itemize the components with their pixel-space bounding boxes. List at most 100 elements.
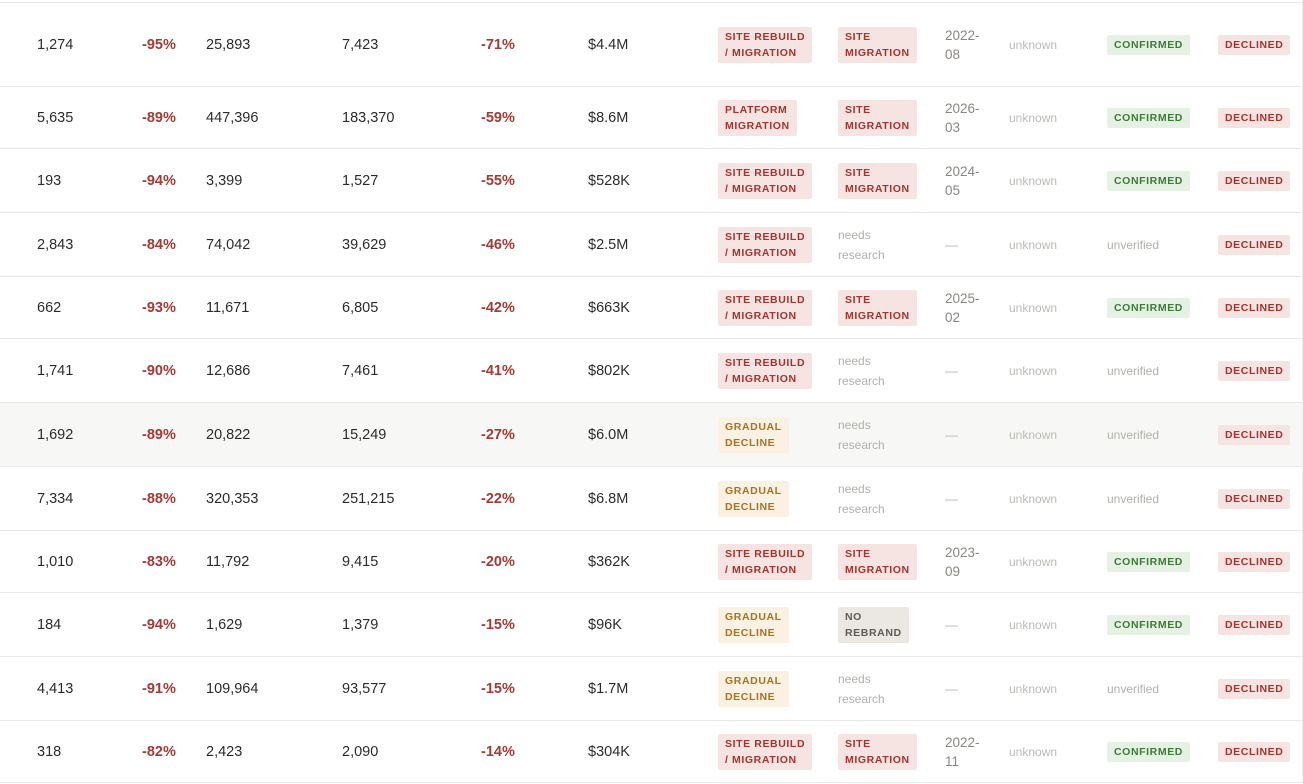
- delta-percent-cell: -15%: [481, 680, 515, 697]
- table-row[interactable]: 1,010 -83% 11,792 9,415 -20% $362K SITE REBUIL…: [0, 531, 1302, 593]
- status-unverified-text: unverified: [1107, 237, 1160, 252]
- metric-before-cell: 318: [37, 743, 62, 760]
- cause-badge: SITE REBUILD / MIGRATION: [718, 226, 813, 263]
- table-top-border: [0, 0, 1302, 3]
- change-percent-cell: -89%: [142, 109, 176, 126]
- metric-before-cell: 4,413: [37, 680, 74, 697]
- date-cell: 2022- 08: [945, 27, 980, 62]
- cause-badge: PLATFORM MIGRATION: [718, 99, 797, 136]
- table-row[interactable]: 5,635 -89% 447,396 183,370 -59% $8.6M PLATFORM…: [0, 87, 1302, 149]
- source-cell: unknown: [1009, 427, 1058, 442]
- table-row[interactable]: 7,334 -88% 320,353 251,215 -22% $6.8M GRADUAL …: [0, 467, 1302, 531]
- change-percent-cell: -90%: [142, 362, 176, 379]
- metric-before-cell: 1,010: [37, 553, 74, 570]
- cause-badge: SITE REBUILD / MIGRATION: [718, 162, 813, 199]
- metric-current-cell: 9,415: [342, 553, 379, 570]
- delta-percent-cell: -15%: [481, 616, 515, 633]
- cause-badge: GRADUAL DECLINE: [718, 416, 789, 453]
- table-row[interactable]: 184 -94% 1,629 1,379 -15% $96K GRADUAL DECLINE…: [0, 593, 1302, 657]
- event-note: needs research: [838, 671, 885, 706]
- source-cell: unknown: [1009, 237, 1058, 252]
- table-row[interactable]: 318 -82% 2,423 2,090 -14% $304K SITE REBUILD /…: [0, 721, 1302, 783]
- metric-current-cell: 39,629: [342, 236, 387, 253]
- cause-badge: SITE REBUILD / MIGRATION: [718, 26, 813, 63]
- table-row[interactable]: 1,692 -89% 20,822 15,249 -27% $6.0M GRADUAL DE…: [0, 403, 1302, 467]
- cause-badge: SITE REBUILD / MIGRATION: [718, 352, 813, 389]
- cause-badge: SITE REBUILD / MIGRATION: [718, 289, 813, 326]
- verdict-declined-badge: DECLINED: [1218, 424, 1291, 445]
- delta-percent-cell: -71%: [481, 36, 515, 53]
- status-confirmed-badge: CONFIRMED: [1107, 551, 1190, 572]
- value-usd-cell: $8.6M: [588, 109, 629, 126]
- change-percent-cell: -82%: [142, 743, 176, 760]
- delta-percent-cell: -14%: [481, 743, 515, 760]
- date-cell: 2025- 02: [945, 290, 980, 325]
- metric-current-cell: 93,577: [342, 680, 387, 697]
- event-badge: SITE MIGRATION: [838, 289, 917, 326]
- event-note: needs research: [838, 227, 885, 262]
- value-usd-cell: $4.4M: [588, 36, 629, 53]
- metric-current-cell: 1,379: [342, 616, 379, 633]
- status-confirmed-badge: CONFIRMED: [1107, 297, 1190, 318]
- value-usd-cell: $1.7M: [588, 680, 629, 697]
- metric-before-cell: 1,274: [37, 36, 74, 53]
- table-row[interactable]: 2,843 -84% 74,042 39,629 -46% $2.5M SITE REBUI…: [0, 213, 1302, 277]
- delta-percent-cell: -42%: [481, 299, 515, 316]
- metric-before-cell: 7,334: [37, 490, 74, 507]
- table-row[interactable]: 4,413 -91% 109,964 93,577 -15% $1.7M GRADUAL D…: [0, 657, 1302, 721]
- metric-peak-cell: 25,893: [206, 36, 251, 53]
- metric-peak-cell: 11,792: [206, 553, 250, 570]
- date-empty-cell: —: [945, 681, 958, 696]
- verdict-declined-badge: DECLINED: [1218, 741, 1291, 762]
- date-cell: 2022- 11: [945, 734, 980, 769]
- date-empty-cell: —: [945, 491, 958, 506]
- table-row[interactable]: 662 -93% 11,671 6,805 -42% $663K SITE REBUILD …: [0, 277, 1302, 339]
- metric-before-cell: 662: [37, 299, 62, 316]
- change-percent-cell: -88%: [142, 490, 176, 507]
- verdict-declined-badge: DECLINED: [1218, 488, 1291, 509]
- value-usd-cell: $362K: [588, 553, 630, 570]
- verdict-declined-badge: DECLINED: [1218, 234, 1291, 255]
- source-cell: unknown: [1009, 681, 1058, 696]
- source-cell: unknown: [1009, 617, 1058, 632]
- value-usd-cell: $663K: [588, 299, 630, 316]
- event-note: needs research: [838, 481, 885, 516]
- metric-before-cell: 1,741: [37, 362, 74, 379]
- change-percent-cell: -83%: [142, 553, 176, 570]
- value-usd-cell: $6.0M: [588, 426, 629, 443]
- cause-badge: GRADUAL DECLINE: [718, 606, 789, 643]
- change-percent-cell: -89%: [142, 426, 176, 443]
- metric-peak-cell: 2,423: [206, 743, 243, 760]
- status-unverified-text: unverified: [1107, 681, 1160, 696]
- change-percent-cell: -95%: [142, 36, 176, 53]
- verdict-declined-badge: DECLINED: [1218, 360, 1291, 381]
- source-cell: unknown: [1009, 554, 1058, 569]
- status-unverified-text: unverified: [1107, 491, 1160, 506]
- verdict-declined-badge: DECLINED: [1218, 297, 1291, 318]
- table-row[interactable]: 1,274 -95% 25,893 7,423 -71% $4.4M SITE REBUIL…: [0, 3, 1302, 87]
- cause-badge: SITE REBUILD / MIGRATION: [718, 733, 813, 770]
- value-usd-cell: $304K: [588, 743, 630, 760]
- metric-current-cell: 7,423: [342, 36, 379, 53]
- status-unverified-text: unverified: [1107, 363, 1160, 378]
- status-confirmed-badge: CONFIRMED: [1107, 614, 1190, 635]
- metric-before-cell: 193: [37, 172, 62, 189]
- verdict-declined-badge: DECLINED: [1218, 170, 1291, 191]
- verdict-declined-badge: DECLINED: [1218, 551, 1291, 572]
- status-confirmed-badge: CONFIRMED: [1107, 170, 1190, 191]
- date-cell: 2024- 05: [945, 163, 980, 198]
- date-empty-cell: —: [945, 427, 958, 442]
- source-cell: unknown: [1009, 300, 1058, 315]
- event-badge: NO REBRAND: [838, 606, 909, 643]
- table-row[interactable]: 1,741 -90% 12,686 7,461 -41% $802K SITE REBUIL…: [0, 339, 1302, 403]
- event-note: needs research: [838, 353, 885, 388]
- metric-peak-cell: 20,822: [206, 426, 251, 443]
- source-cell: unknown: [1009, 363, 1058, 378]
- table-row[interactable]: 193 -94% 3,399 1,527 -55% $528K SITE REBUILD /…: [0, 149, 1302, 213]
- metric-before-cell: 2,843: [37, 236, 74, 253]
- table-body: 1,274 -95% 25,893 7,423 -71% $4.4M SITE REBUIL…: [0, 3, 1302, 783]
- change-percent-cell: -91%: [142, 680, 176, 697]
- event-badge: SITE MIGRATION: [838, 26, 917, 63]
- source-cell: unknown: [1009, 37, 1058, 52]
